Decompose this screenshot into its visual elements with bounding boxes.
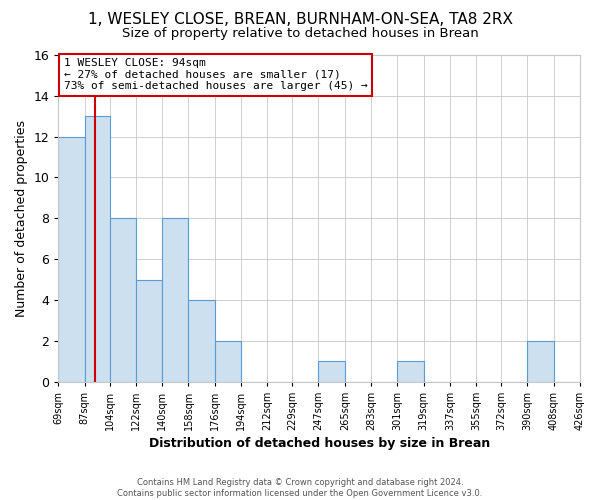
Text: Contains HM Land Registry data © Crown copyright and database right 2024.
Contai: Contains HM Land Registry data © Crown c…	[118, 478, 482, 498]
Text: Size of property relative to detached houses in Brean: Size of property relative to detached ho…	[122, 28, 478, 40]
Bar	[397, 361, 424, 382]
Y-axis label: Number of detached properties: Number of detached properties	[15, 120, 28, 317]
X-axis label: Distribution of detached houses by size in Brean: Distribution of detached houses by size …	[149, 437, 490, 450]
Bar	[527, 341, 554, 382]
Bar	[85, 116, 110, 382]
Bar	[188, 300, 215, 382]
Text: 1 WESLEY CLOSE: 94sqm
← 27% of detached houses are smaller (17)
73% of semi-deta: 1 WESLEY CLOSE: 94sqm ← 27% of detached …	[64, 58, 367, 92]
Bar	[319, 361, 345, 382]
Bar	[58, 136, 85, 382]
Bar	[136, 280, 162, 382]
Bar	[215, 341, 241, 382]
Text: 1, WESLEY CLOSE, BREAN, BURNHAM-ON-SEA, TA8 2RX: 1, WESLEY CLOSE, BREAN, BURNHAM-ON-SEA, …	[88, 12, 512, 28]
Bar	[110, 218, 136, 382]
Bar	[162, 218, 188, 382]
